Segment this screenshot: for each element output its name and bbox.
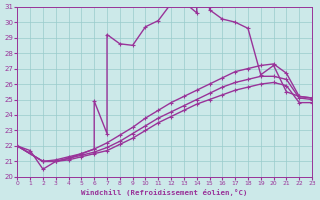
X-axis label: Windchill (Refroidissement éolien,°C): Windchill (Refroidissement éolien,°C) xyxy=(81,189,248,196)
